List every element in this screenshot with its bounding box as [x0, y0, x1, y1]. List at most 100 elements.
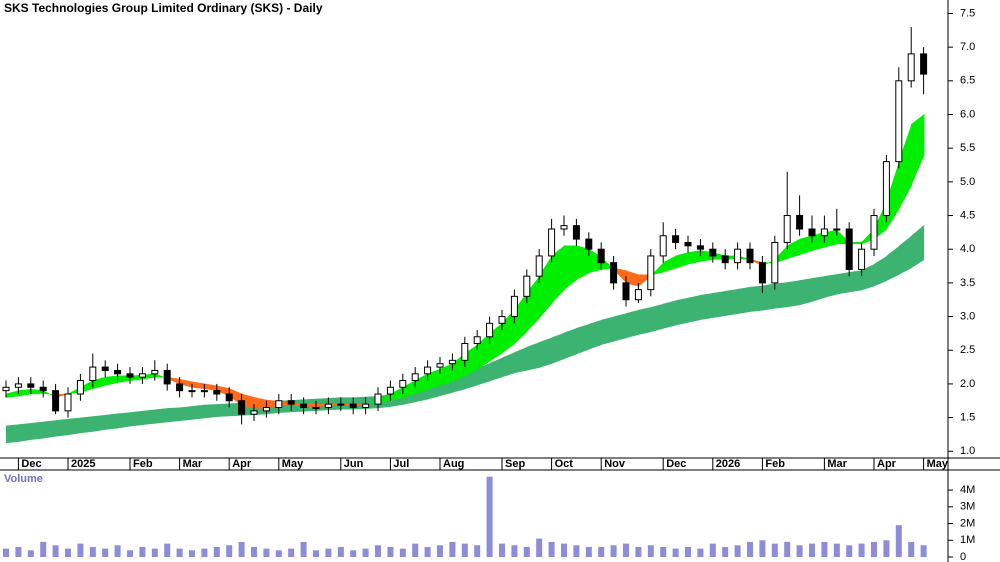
- candle-body: [275, 400, 283, 408]
- volume-bar: [52, 545, 59, 557]
- volume-tick-label: 4M: [960, 484, 975, 496]
- volume-bar: [920, 545, 927, 557]
- long-band: [43, 420, 57, 439]
- volume-bar: [784, 541, 791, 557]
- long-band: [663, 300, 677, 329]
- volume-bar: [883, 540, 890, 557]
- candle-body: [349, 403, 357, 408]
- long-band: [539, 337, 553, 368]
- candle-body: [287, 400, 295, 405]
- volume-bar: [226, 545, 233, 557]
- volume-bar: [275, 550, 282, 557]
- candle-body: [820, 228, 828, 237]
- candle-body: [597, 248, 605, 264]
- volume-bar: [871, 541, 877, 557]
- volume-bar: [40, 541, 47, 557]
- volume-bar: [635, 546, 642, 557]
- volume-bar: [437, 545, 443, 557]
- candle-body: [89, 366, 97, 382]
- candle-body: [250, 410, 258, 415]
- candle-body: [572, 225, 580, 240]
- candle-body: [907, 53, 915, 82]
- x-tick-label: 2026: [716, 458, 740, 470]
- short-band: [898, 124, 913, 209]
- y-tick-label: 5.5: [960, 142, 975, 154]
- candle-body: [486, 322, 494, 338]
- long-band: [551, 332, 565, 364]
- long-band: [898, 235, 912, 275]
- volume-bar: [858, 543, 865, 557]
- chart-title: SKS Technologies Group Limited Ordinary …: [4, 1, 323, 15]
- short-band: [910, 113, 925, 186]
- y-tick-label: 7.5: [960, 7, 975, 19]
- long-band: [601, 316, 615, 345]
- candle-body: [52, 390, 60, 412]
- candle-body: [622, 282, 630, 301]
- candle-body: [225, 393, 233, 402]
- x-tick-label: Oct: [555, 458, 574, 470]
- volume-bar: [647, 545, 654, 557]
- candle-body: [696, 245, 704, 250]
- volume-bar: [833, 543, 840, 557]
- volume-bar: [15, 546, 22, 557]
- long-band: [167, 407, 181, 423]
- long-band: [626, 309, 639, 339]
- short-band: [551, 245, 565, 304]
- volume-bar: [697, 548, 704, 557]
- candle-body: [672, 235, 680, 243]
- volume-bar: [548, 541, 555, 557]
- volume-bar: [771, 543, 778, 557]
- candle-body: [510, 295, 518, 318]
- candle-body: [473, 336, 481, 345]
- volume-bar: [796, 545, 803, 557]
- volume-bar: [685, 546, 691, 557]
- volume-bar: [846, 545, 853, 557]
- candle-body: [176, 383, 184, 392]
- y-tick-label: 6.5: [960, 75, 975, 87]
- long-band: [514, 346, 528, 374]
- candle-body: [560, 225, 568, 230]
- y-tick-label: 7.0: [960, 41, 975, 53]
- candle-body: [76, 380, 84, 395]
- long-band: [638, 307, 652, 335]
- y-tick-label: 5.0: [960, 176, 975, 188]
- x-tick-label: Apr: [232, 458, 252, 470]
- long-band: [6, 424, 19, 444]
- volume-bar: [300, 541, 307, 557]
- volume-bar: [660, 546, 667, 557]
- candle-body: [374, 393, 382, 405]
- candle-body: [895, 80, 903, 163]
- candle-body: [870, 215, 878, 250]
- candle-body: [796, 215, 804, 230]
- long-band: [688, 295, 701, 323]
- long-band: [861, 264, 875, 291]
- volume-bar: [127, 550, 133, 557]
- candle-body: [337, 403, 345, 406]
- volume-bar: [759, 540, 766, 557]
- volume-bar: [709, 543, 716, 557]
- long-band: [613, 313, 627, 342]
- volume-bar: [337, 546, 344, 557]
- candle-body: [659, 235, 667, 257]
- volume-bar: [114, 545, 121, 557]
- candle-body: [771, 241, 779, 284]
- volume-tick-label: 0: [960, 551, 966, 562]
- volume-bar: [176, 548, 183, 557]
- candle-body: [39, 386, 47, 392]
- candle-body: [126, 373, 134, 378]
- volume-bar: [722, 546, 729, 557]
- long-band: [18, 422, 32, 442]
- long-band: [117, 412, 131, 429]
- long-band: [489, 357, 503, 382]
- volume-bar: [77, 543, 84, 557]
- candle-body: [238, 400, 246, 415]
- long-band: [154, 408, 168, 424]
- volume-bar: [375, 545, 381, 557]
- y-tick-label: 1.0: [960, 445, 975, 457]
- candle-body: [684, 241, 692, 247]
- volume-bar: [908, 541, 915, 557]
- volume-bar: [139, 546, 146, 557]
- long-band: [675, 297, 689, 326]
- long-band: [824, 274, 838, 298]
- candle-body: [882, 161, 890, 217]
